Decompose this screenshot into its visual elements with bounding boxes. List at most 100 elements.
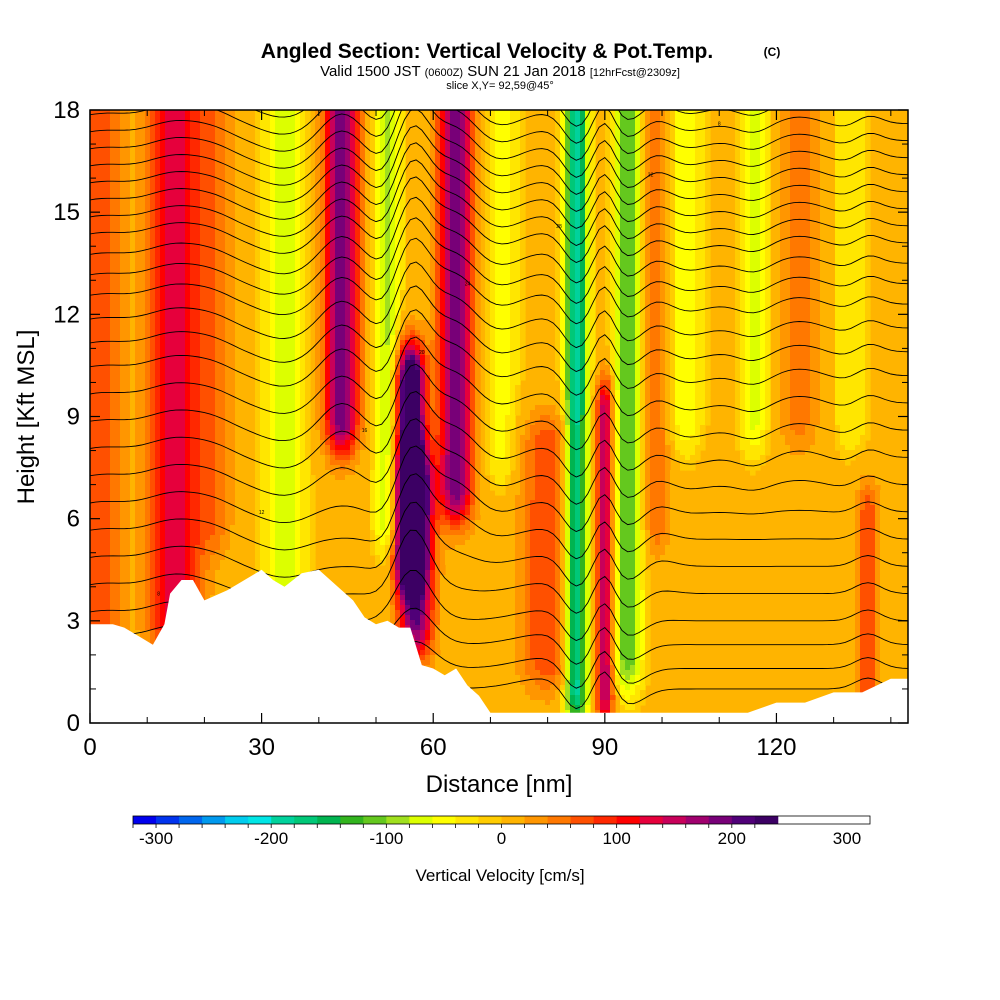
velocity-cell	[755, 165, 761, 171]
velocity-cell	[320, 130, 326, 136]
velocity-cell	[790, 225, 796, 231]
velocity-cell	[385, 180, 391, 186]
velocity-cell	[705, 245, 711, 251]
velocity-cell	[705, 155, 711, 161]
velocity-cell	[570, 260, 576, 266]
velocity-cell	[430, 195, 436, 201]
velocity-cell	[680, 245, 686, 251]
velocity-cell	[515, 145, 521, 151]
velocity-cell	[345, 285, 351, 291]
velocity-cell	[205, 270, 211, 276]
velocity-cell	[425, 175, 431, 181]
velocity-cell	[695, 220, 701, 226]
velocity-cell	[130, 275, 136, 281]
velocity-cell	[570, 150, 576, 156]
velocity-cell	[340, 250, 346, 256]
velocity-cell	[325, 210, 331, 216]
velocity-cell	[385, 240, 391, 246]
velocity-cell	[115, 210, 121, 216]
velocity-cell	[555, 130, 561, 136]
velocity-cell	[685, 115, 691, 121]
velocity-cell	[680, 225, 686, 231]
velocity-cell	[375, 155, 381, 161]
velocity-cell	[610, 255, 616, 261]
velocity-cell	[295, 135, 301, 141]
velocity-cell	[570, 115, 576, 121]
velocity-cell	[690, 290, 696, 296]
velocity-cell	[425, 245, 431, 251]
velocity-cell	[115, 265, 121, 271]
velocity-cell	[630, 205, 636, 211]
velocity-cell	[810, 265, 816, 271]
velocity-cell	[455, 170, 461, 176]
velocity-cell	[340, 130, 346, 136]
velocity-cell	[370, 185, 376, 191]
velocity-cell	[450, 200, 456, 206]
velocity-cell	[305, 215, 311, 221]
velocity-cell	[610, 235, 616, 241]
velocity-cell	[160, 235, 166, 241]
velocity-cell	[260, 140, 266, 146]
velocity-cell	[315, 215, 321, 221]
velocity-cell	[690, 220, 696, 226]
velocity-cell	[315, 255, 321, 261]
velocity-cell	[160, 140, 166, 146]
velocity-cell	[445, 175, 451, 181]
velocity-cell	[155, 205, 161, 211]
velocity-cell	[260, 125, 266, 131]
velocity-cell	[670, 110, 676, 116]
velocity-cell	[425, 255, 431, 261]
velocity-cell	[190, 275, 196, 281]
velocity-cell	[360, 230, 366, 236]
velocity-cell	[755, 250, 761, 256]
velocity-cell	[175, 175, 181, 181]
velocity-cell	[90, 110, 96, 116]
velocity-cell	[160, 225, 166, 231]
velocity-cell	[165, 225, 171, 231]
velocity-cell	[680, 175, 686, 181]
velocity-cell	[400, 245, 406, 251]
velocity-cell	[350, 290, 356, 296]
velocity-cell	[630, 290, 636, 296]
velocity-cell	[205, 240, 211, 246]
velocity-cell	[745, 245, 751, 251]
velocity-cell	[435, 200, 441, 206]
velocity-cell	[230, 215, 236, 221]
velocity-cell	[235, 125, 241, 131]
velocity-cell	[295, 275, 301, 281]
velocity-cell	[120, 175, 126, 181]
velocity-cell	[365, 205, 371, 211]
velocity-cell	[375, 175, 381, 181]
velocity-cell	[175, 250, 181, 256]
velocity-cell	[265, 245, 271, 251]
velocity-cell	[155, 210, 161, 216]
velocity-cell	[700, 285, 706, 291]
velocity-cell	[205, 255, 211, 261]
velocity-cell	[785, 215, 791, 221]
velocity-cell	[145, 270, 151, 276]
velocity-cell	[160, 240, 166, 246]
velocity-cell	[585, 200, 591, 206]
velocity-cell	[230, 190, 236, 196]
velocity-cell	[360, 145, 366, 151]
velocity-cell	[635, 135, 641, 141]
velocity-cell	[325, 230, 331, 236]
velocity-cell	[220, 185, 226, 191]
velocity-cell	[485, 170, 491, 176]
subtitle-date: SUN 21 Jan 2018	[467, 63, 585, 80]
velocity-cell	[700, 200, 706, 206]
velocity-cell	[105, 185, 111, 191]
velocity-cell	[315, 295, 321, 301]
velocity-cell	[800, 145, 806, 151]
velocity-cell	[140, 185, 146, 191]
velocity-cell	[375, 215, 381, 221]
velocity-cell	[555, 250, 561, 256]
velocity-cell	[125, 205, 131, 211]
velocity-cell	[815, 120, 821, 126]
velocity-cell	[680, 160, 686, 166]
velocity-cell	[450, 260, 456, 266]
velocity-cell	[140, 150, 146, 156]
velocity-cell	[170, 215, 176, 221]
velocity-cell	[665, 160, 671, 166]
velocity-cell	[270, 280, 276, 286]
